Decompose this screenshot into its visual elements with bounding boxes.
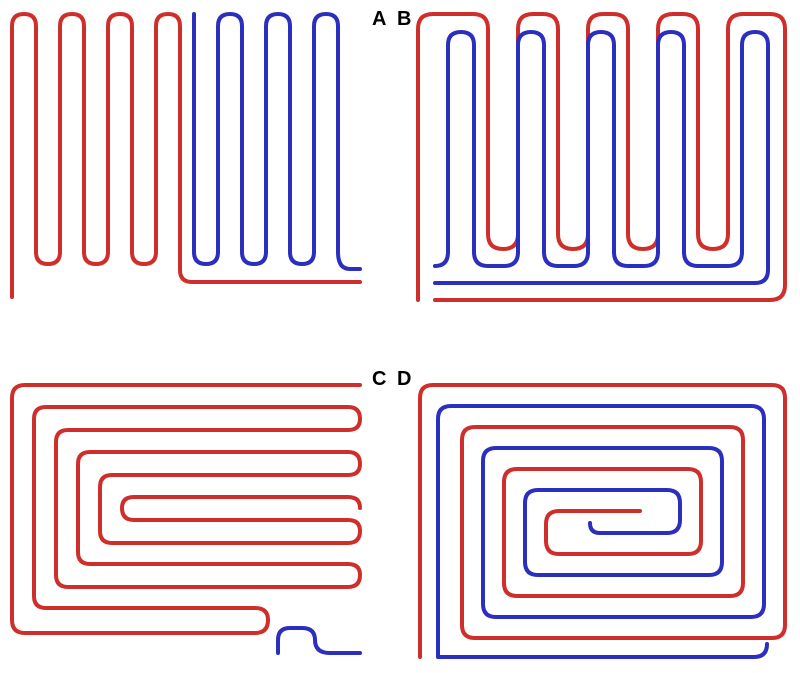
label-d: D: [397, 368, 411, 391]
label-b: B: [397, 8, 411, 31]
panel-b-cold-pipe: [435, 32, 768, 283]
panel-b: [418, 14, 785, 300]
diagram-canvas: [0, 0, 800, 673]
panel-d: [420, 385, 785, 657]
panel-a-hot-pipe: [12, 14, 360, 297]
panel-c-hot-pipe: [12, 385, 360, 633]
label-a: A: [372, 8, 386, 31]
panel-c-cold-pipe: [278, 628, 360, 653]
panel-a-cold-pipe: [194, 14, 360, 269]
panel-a: [12, 14, 360, 297]
panel-c: [12, 385, 360, 653]
panel-d-cold-pipe: [438, 406, 767, 657]
label-c: C: [372, 368, 386, 391]
